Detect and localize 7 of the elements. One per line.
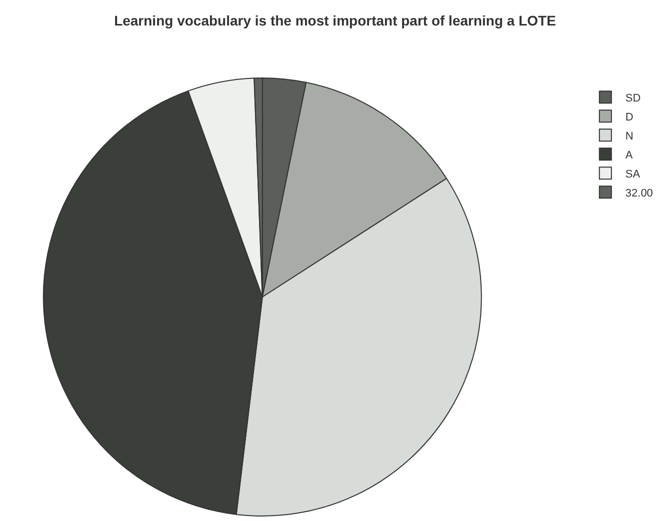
legend-label: 32.00 xyxy=(625,187,653,200)
legend-label: N xyxy=(625,130,634,142)
chart-title: Learning vocabulary is the most important part of learning a LOTE xyxy=(114,12,556,28)
legend-label: SD xyxy=(625,92,641,104)
legend-label: SA xyxy=(625,168,641,180)
legend-label: D xyxy=(625,111,634,124)
legend-label: A xyxy=(625,149,634,162)
